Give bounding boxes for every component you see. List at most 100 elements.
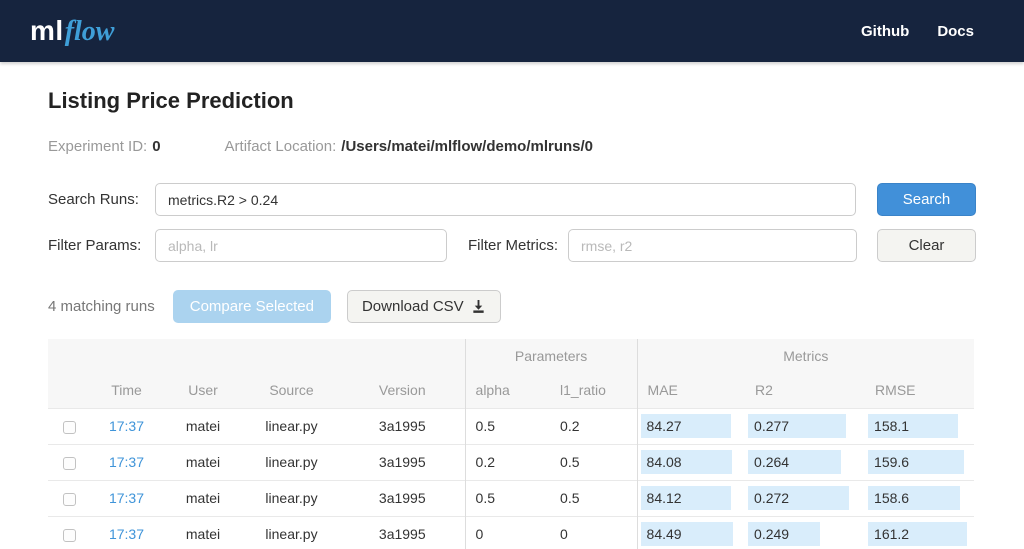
run-source: linear.py [243, 443, 340, 480]
main-content: Listing Price Prediction Experiment ID: … [0, 88, 1024, 549]
run-param-l1-ratio: 0.5 [550, 479, 638, 516]
column-header-alpha: alpha [464, 372, 551, 408]
download-csv-label: Download CSV [361, 298, 464, 315]
run-metric-mae: 84.27 [636, 407, 746, 444]
run-metric-r2: 0.264 [745, 443, 866, 480]
column-header-user: User [163, 372, 243, 408]
row-checkbox[interactable] [62, 492, 76, 506]
run-source: linear.py [243, 479, 340, 516]
metric-bar: 0.277 [748, 414, 847, 438]
column-header-time: Time [90, 372, 163, 408]
filter-metrics-label: Filter Metrics: [468, 237, 558, 254]
column-header-source: Source [243, 372, 340, 408]
table-row: 17:37 matei linear.py 3a1995 0.5 0.2 84.… [48, 407, 975, 444]
metric-bar: 0.264 [748, 450, 841, 474]
artifact-location: Artifact Location: /Users/matei/mlflow/d… [225, 138, 593, 155]
compare-selected-button[interactable]: Compare Selected [172, 290, 331, 323]
run-user: matei [163, 515, 243, 549]
nav-link-docs[interactable]: Docs [937, 22, 974, 40]
column-header-version: Version [340, 372, 466, 408]
matching-runs-count: 4 matching runs [48, 298, 155, 315]
experiment-id-label: Experiment ID: [48, 138, 148, 155]
metric-bar: 84.08 [640, 450, 732, 474]
artifact-location-label: Artifact Location: [224, 138, 337, 155]
metric-bar: 0.249 [748, 522, 821, 547]
logo-ml-text: ml [30, 14, 64, 46]
metric-bar: 84.49 [640, 522, 733, 547]
search-row: Search Runs: Search [48, 183, 976, 216]
run-user: matei [163, 407, 243, 444]
run-time-link[interactable]: 17:37 [108, 418, 145, 434]
table-row: 17:37 matei linear.py 3a1995 0.2 0.5 84.… [48, 443, 975, 480]
metric-bar: 161.2 [868, 522, 967, 547]
run-metric-mae: 84.49 [636, 515, 746, 549]
group-header-metrics: Metrics [636, 339, 975, 372]
top-navbar: ml flow Github Docs [0, 0, 1024, 62]
column-header-rmse: RMSE [865, 372, 975, 408]
filter-metrics-input[interactable] [568, 229, 857, 262]
row-checkbox[interactable] [62, 420, 76, 434]
row-checkbox[interactable] [62, 529, 76, 543]
experiment-meta-row: Experiment ID: 0 Artifact Location: /Use… [48, 138, 976, 155]
run-version: 3a1995 [340, 407, 466, 444]
search-runs-label: Search Runs: [48, 191, 139, 208]
run-version: 3a1995 [340, 479, 466, 516]
run-user: matei [163, 479, 243, 516]
artifact-location-value: /Users/matei/mlflow/demo/mlruns/0 [341, 138, 594, 155]
run-param-l1-ratio: 0 [550, 515, 638, 549]
metric-bar: 84.12 [640, 486, 731, 510]
metric-bar: 84.27 [640, 414, 731, 438]
nav-links: Github Docs [861, 23, 974, 40]
run-metric-mae: 84.08 [636, 443, 746, 480]
actions-row: 4 matching runs Compare Selected Downloa… [48, 290, 976, 323]
group-header-parameters: Parameters [464, 339, 638, 372]
table-group-header-row: Parameters Metrics [48, 339, 975, 372]
run-metric-mae: 84.12 [636, 479, 746, 516]
group-header-spacer [48, 339, 466, 372]
run-param-l1-ratio: 0.2 [550, 407, 638, 444]
runs-table: Parameters Metrics Time User Source Vers… [48, 339, 975, 549]
table-row: 17:37 matei linear.py 3a1995 0.5 0.5 84.… [48, 479, 975, 516]
search-button[interactable]: Search [877, 183, 976, 216]
logo-flow-text: flow [64, 15, 115, 47]
table-column-header-row: Time User Source Version alpha l1_ratio … [48, 372, 975, 408]
table-row: 17:37 matei linear.py 3a1995 0 0 84.49 0… [48, 515, 975, 549]
run-time-link[interactable]: 17:37 [108, 490, 145, 506]
column-header-r2: R2 [745, 372, 866, 408]
search-runs-input[interactable] [155, 183, 856, 216]
run-metric-rmse: 158.6 [865, 479, 975, 516]
run-metric-r2: 0.272 [745, 479, 866, 516]
run-time-link[interactable]: 17:37 [108, 526, 145, 543]
run-param-alpha: 0.5 [464, 479, 551, 516]
run-metric-r2: 0.277 [745, 407, 866, 444]
metric-bar: 0.272 [748, 486, 849, 510]
column-header-checkbox [48, 372, 90, 408]
row-checkbox[interactable] [62, 456, 76, 470]
run-metric-r2: 0.249 [745, 515, 866, 549]
experiment-id-value: 0 [152, 138, 161, 155]
run-version: 3a1995 [340, 515, 466, 549]
mlflow-logo[interactable]: ml flow [30, 15, 114, 48]
nav-link-github[interactable]: Github [860, 22, 910, 40]
run-param-alpha: 0.2 [464, 443, 551, 480]
run-version: 3a1995 [340, 443, 466, 480]
filter-params-label: Filter Params: [48, 237, 142, 254]
run-source: linear.py [243, 515, 340, 549]
metric-bar: 158.6 [868, 486, 960, 510]
metric-bar: 159.6 [868, 450, 964, 474]
download-csv-button[interactable]: Download CSV [346, 290, 501, 323]
run-param-l1-ratio: 0.5 [550, 443, 638, 480]
filter-row: Filter Params: Filter Metrics: Clear [48, 229, 976, 262]
run-time-link[interactable]: 17:37 [108, 454, 145, 470]
filter-params-input[interactable] [155, 229, 447, 262]
run-param-alpha: 0 [464, 515, 551, 549]
run-metric-rmse: 161.2 [865, 515, 975, 549]
experiment-id: Experiment ID: 0 [48, 138, 161, 155]
run-user: matei [163, 443, 243, 480]
run-param-alpha: 0.5 [464, 407, 551, 444]
run-source: linear.py [243, 407, 340, 444]
column-header-mae: MAE [636, 372, 746, 408]
run-metric-rmse: 159.6 [865, 443, 975, 480]
clear-button[interactable]: Clear [877, 229, 976, 262]
metric-bar: 158.1 [868, 414, 958, 438]
